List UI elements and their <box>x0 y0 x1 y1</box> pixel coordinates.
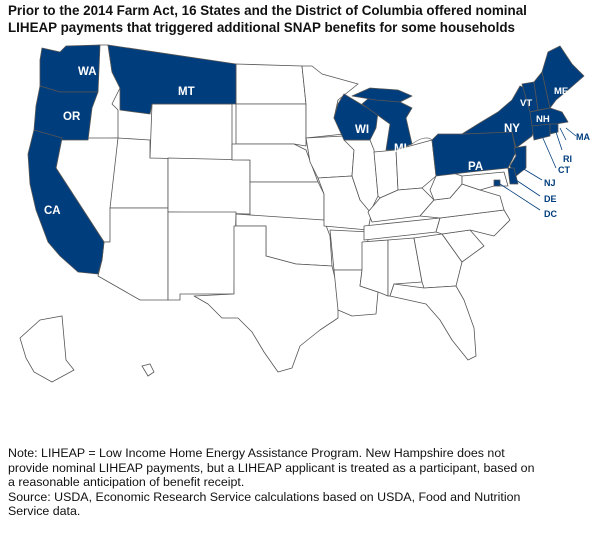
state-montana[interactable] <box>107 44 237 115</box>
state-rhode-island[interactable] <box>549 123 559 135</box>
state-south-dakota <box>235 103 307 147</box>
us-states-map: WA OR CA MT WI MI PA NY VT NH ME MA RI C… <box>19 44 590 383</box>
state-north-dakota <box>235 63 307 105</box>
label-nh: NH <box>536 114 550 125</box>
label-ct: CT <box>558 165 570 175</box>
state-new-mexico <box>167 211 237 301</box>
label-mi: MI <box>394 143 407 155</box>
label-ca: CA <box>44 205 61 217</box>
label-ma: MA <box>576 132 590 142</box>
label-me: ME <box>554 86 568 97</box>
map-title: Prior to the 2014 Farm Act, 16 States an… <box>8 2 596 36</box>
label-ny: NY <box>504 123 520 135</box>
state-dc[interactable] <box>493 179 501 187</box>
note-line-3: a reasonable anticipation of benefit rec… <box>8 475 245 490</box>
state-hawaii <box>141 363 155 377</box>
label-or: OR <box>63 111 81 123</box>
state-mississippi <box>359 239 389 297</box>
label-leader-lines <box>499 127 577 211</box>
label-mt: MT <box>178 86 195 98</box>
label-ri: RI <box>563 154 572 164</box>
state-minnesota <box>301 65 359 139</box>
state-maine[interactable] <box>541 45 585 109</box>
state-california[interactable] <box>27 129 105 275</box>
state-delaware[interactable] <box>507 167 519 185</box>
note-line-2: provide nominal LIHEAP payments, but a L… <box>8 460 535 475</box>
state-michigan-north[interactable] <box>351 87 413 103</box>
note-line-1: Note: LIHEAP = Low Income Home Energy As… <box>8 446 505 460</box>
state-alaska <box>19 315 75 383</box>
state-connecticut[interactable] <box>531 123 551 141</box>
label-dc: DC <box>544 209 557 219</box>
state-oregon[interactable] <box>33 85 99 141</box>
label-vt: VT <box>520 98 532 109</box>
state-colorado <box>167 157 251 215</box>
state-indiana <box>373 149 399 199</box>
map-title-line-1: Prior to the 2014 Farm Act, 16 States an… <box>8 3 527 18</box>
state-kentucky <box>367 187 435 223</box>
label-wa: WA <box>78 66 97 78</box>
state-texas <box>193 225 339 373</box>
state-kansas <box>249 181 325 221</box>
map-title-line-2: LIHEAP payments that triggered additiona… <box>8 20 515 35</box>
state-florida <box>389 283 477 361</box>
label-wi: WI <box>355 124 369 136</box>
source-line-2: Service data. <box>8 504 81 519</box>
map-notes: Note: LIHEAP = Low Income Home Energy As… <box>8 446 598 519</box>
source-line-1: Source: USDA, Economic Research Service … <box>8 489 521 504</box>
label-de: DE <box>544 194 557 204</box>
label-nj: NJ <box>544 178 556 188</box>
alaska-hawaii-insets <box>19 315 155 383</box>
state-wyoming <box>149 103 233 161</box>
label-pa: PA <box>468 161 483 173</box>
